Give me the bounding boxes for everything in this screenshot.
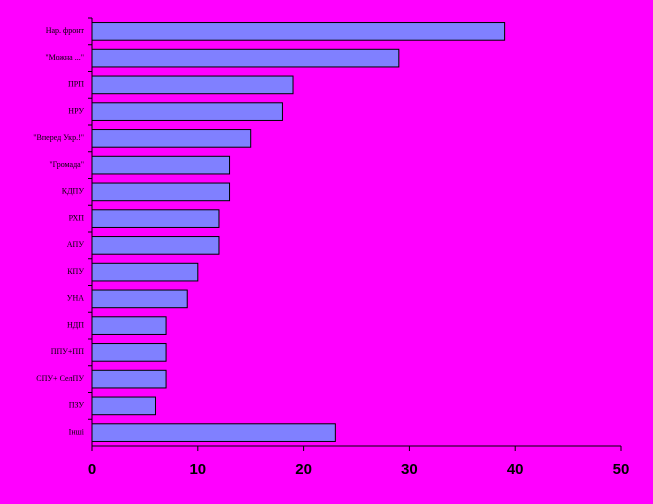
y-tick-label: РХП [69,213,85,222]
x-tick-label: 50 [613,461,630,478]
bar [91,369,167,389]
bar [91,396,156,416]
x-tick-label: 10 [189,461,206,478]
x-tick-label: 40 [507,461,524,478]
bar [91,262,199,282]
y-tick-label: "Громада" [49,160,84,169]
bar [91,236,220,255]
bar [91,316,167,335]
bar [91,289,188,309]
bar [91,423,336,442]
bar [91,182,231,202]
y-tick-label: НДП [67,320,84,329]
bar [91,75,294,95]
y-tick-label: НРУ [68,106,84,115]
bar [91,48,400,68]
y-tick-label: Інші [69,427,85,436]
bar [91,343,167,362]
x-tick-label: 0 [88,461,96,478]
y-tick-label: АПУ [67,240,85,249]
y-tick-label: Нар. фронт [46,26,85,35]
bar [91,155,231,175]
y-tick-label: КПУ [67,267,84,276]
y-tick-label: КДПУ [62,187,85,196]
x-tick-label: 20 [295,461,312,478]
y-tick-label: "Можна ..." [45,53,84,62]
bar [91,22,506,41]
x-tick-label: 30 [401,461,418,478]
y-tick-label: СПУ+ СелПУ [36,374,84,383]
y-tick-label: ПРП [68,80,84,89]
y-tick-label: ППУ+ПП [51,347,85,356]
bar [91,102,283,121]
bar [91,129,252,148]
y-tick-label: "Вперед Укр.!" [33,133,84,142]
y-tick-label: ПЗУ [69,401,85,410]
y-tick-label: УНА [67,294,84,303]
bar [91,209,220,228]
